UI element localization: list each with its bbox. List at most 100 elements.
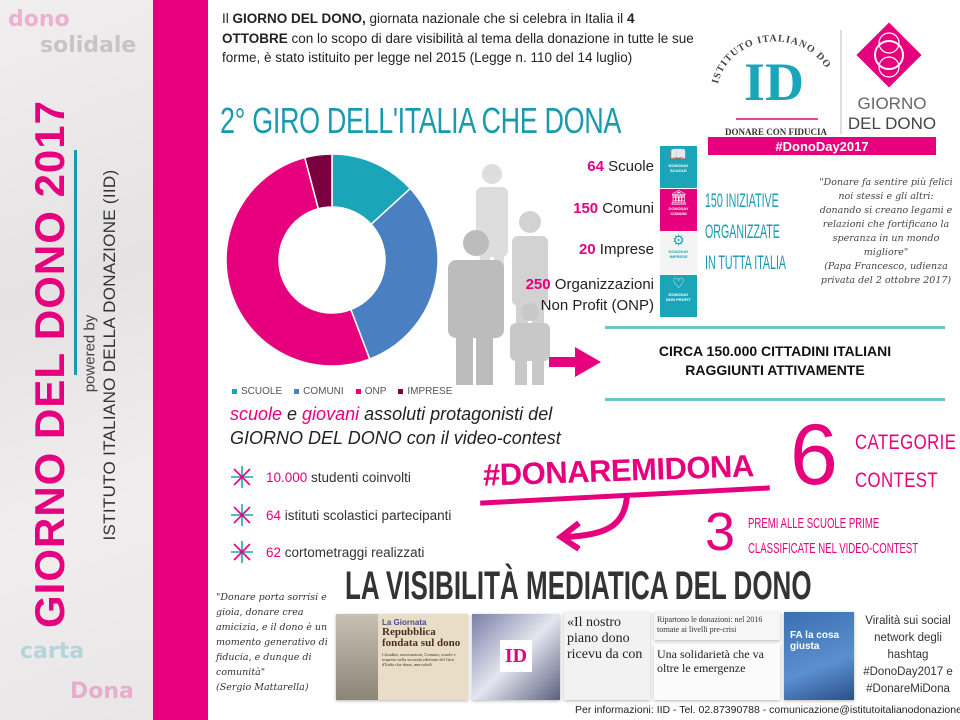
news-clipping-giornata: La Giornata Repubblica fondata sul dono … xyxy=(336,614,468,700)
icon-label: COMUNI xyxy=(670,211,687,216)
icon-label: SCUOLE xyxy=(670,168,687,173)
icon-brand: DONODAY xyxy=(668,292,689,297)
text: Il xyxy=(222,11,233,26)
quote-text: "Donare porta sorrisi e gioia, donare cr… xyxy=(216,592,328,678)
categories-number: 6 xyxy=(790,407,838,503)
reach-text: CIRCA 150.000 CITTADINI ITALIANI RAGGIUNT… xyxy=(605,342,945,380)
chart-legend: SCUOLE COMUNI ONP IMPRESE xyxy=(232,386,452,397)
bullet-text: istituti scolastici partecipanti xyxy=(281,507,452,523)
asterisk-icon xyxy=(231,466,253,488)
asterisk-icon xyxy=(231,504,253,526)
quote-text: "Donare fa sentire più felici noi stessi… xyxy=(819,177,953,258)
background-word: Dona xyxy=(70,679,134,704)
gears-icon: ⚙ DONODAY IMPRESE xyxy=(660,232,697,274)
divider xyxy=(74,150,77,375)
stat-label: Imprese xyxy=(595,241,654,258)
powered-by: powered by xyxy=(81,314,99,393)
stat-number: 20 xyxy=(578,241,596,258)
photo xyxy=(336,614,378,700)
bullet-number: 62 xyxy=(266,544,282,560)
bullet-number: 10.000 xyxy=(266,469,308,485)
donut-chart xyxy=(225,153,439,367)
section-heading: 2° GIRO DELL'ITALIA CHE DONA xyxy=(220,100,622,141)
stat-imprese: 20 Imprese xyxy=(579,241,654,258)
bullet-item: 64 istituti scolastici partecipanti xyxy=(230,503,451,527)
text: ORGANIZZATE xyxy=(705,222,780,243)
legend-item-comuni: COMUNI xyxy=(294,386,344,397)
icon-brand: DONODAY xyxy=(668,206,689,211)
text: con lo scopo di dare visibilità al tema … xyxy=(222,30,694,66)
legend-item-imprese: IMPRESE xyxy=(398,386,452,397)
kicker: La Giornata xyxy=(382,618,427,627)
text: assoluti protagonisti del xyxy=(359,404,553,424)
donut-slice-comuni xyxy=(349,187,439,361)
background-word: carta xyxy=(20,639,85,664)
divider xyxy=(605,398,945,401)
text: 150 INIZIATIVE xyxy=(705,191,779,212)
curved-arrow-icon xyxy=(555,494,630,552)
pink-band xyxy=(153,0,208,720)
divider xyxy=(605,326,945,329)
contest-subheading: scuole e giovani assoluti protagonisti d… xyxy=(230,402,561,450)
headline: Repubblica fondata sul dono xyxy=(382,626,461,649)
virality-text: Viralità sui social network degli hashtag #… xyxy=(858,613,958,698)
background-word: dono xyxy=(8,7,70,32)
side-panel-background: dono carta solidale Dona xyxy=(0,0,153,720)
diamond-logo-icon xyxy=(856,22,922,88)
logo-brand-2: DEL DONO xyxy=(848,114,936,133)
bullet-text: cortometraggi realizzati xyxy=(281,544,425,560)
stat-onp: 250 Organizzazioni Non Profit (ONP) xyxy=(526,274,654,316)
institute-name: ISTITUTO ITALIANO DELLA DONAZIONE (IID) xyxy=(100,169,119,541)
text: #DonareMiDona xyxy=(866,683,950,695)
town-hall-icon: 🏛 DONODAY COMUNI xyxy=(660,189,697,231)
text: hashtag xyxy=(887,649,929,661)
text: 4 OTTOBRE xyxy=(222,11,635,46)
tv-screenshot: FA la cosa giusta xyxy=(784,612,854,700)
icon-label: NON PROFIT xyxy=(666,297,691,302)
heart-icon: ♡ DONODAY NON PROFIT xyxy=(660,275,697,317)
logo-tagline: DONARE CON FIDUCIA xyxy=(725,127,828,137)
bullet-item: 10.000 studenti coinvolti xyxy=(230,465,411,489)
legend-swatch xyxy=(232,388,237,394)
text: #DonoDay2017 e xyxy=(863,666,953,678)
legend-swatch xyxy=(398,388,404,394)
people-silhouettes-icon xyxy=(448,164,550,385)
stat-label: Non Profit (ONP) xyxy=(540,297,654,314)
background-word: solidale xyxy=(40,33,137,58)
tv-screenshot: ID xyxy=(472,614,560,700)
logo-monogram: ID xyxy=(744,52,804,112)
stat-label: Scuole xyxy=(603,158,654,175)
stat-comuni: 150 Comuni xyxy=(573,200,654,217)
legend-swatch xyxy=(355,388,361,394)
legend-swatch xyxy=(294,388,300,394)
text: e xyxy=(282,404,303,424)
text: CIRCA 150.000 CITTADINI ITALIANI xyxy=(658,343,892,359)
initiatives-text: 150 INIZIATIVE ORGANIZZATE IN TUTTA ITALIA xyxy=(705,186,786,279)
icon-label: IMPRESE xyxy=(669,254,688,259)
vertical-title: GIORNO DEL DONO 2017 xyxy=(26,99,73,629)
visibility-title: LA VISIBILITÀ MEDIATICA DEL DONO xyxy=(345,564,812,608)
news-clipping: «Il nostro piano dono ricevu da con xyxy=(564,612,650,700)
mattarella-quote: "Donare porta sorrisi e gioia, donare cr… xyxy=(216,590,331,695)
text: IN TUTTA ITALIA xyxy=(705,253,786,274)
text: CATEGORIE xyxy=(855,431,957,454)
text: CLASSIFICATE NEL VIDEO-CONTEST xyxy=(748,540,919,557)
text: GIORNO DEL DONO con il video-contest xyxy=(230,428,561,448)
tv-logo: ID xyxy=(500,640,532,672)
prizes-number: 3 xyxy=(705,502,736,562)
stat-label: Organizzazioni xyxy=(550,276,654,293)
text: giovani xyxy=(302,404,360,424)
text: CONTEST xyxy=(855,469,939,492)
quote-source: (Papa Francesco, udienza privata del 2 o… xyxy=(820,261,952,286)
text: PREMI ALLE SCUOLE PRIME xyxy=(748,515,880,532)
text: RAGGIUNTI ATTIVAMENTE xyxy=(685,362,865,378)
stat-label: Comuni xyxy=(598,200,654,217)
icon-brand: DONODAY xyxy=(668,163,689,168)
stat-number: 150 xyxy=(573,200,599,217)
icon-brand: DONODAY xyxy=(668,249,689,254)
arrow-right-icon xyxy=(549,347,601,377)
tv-caption: FA la cosa giusta xyxy=(790,630,840,652)
text: GIORNO DEL DONO, xyxy=(232,11,366,26)
text: network degli xyxy=(874,632,942,644)
quote-source: (Sergio Mattarella) xyxy=(216,682,309,693)
